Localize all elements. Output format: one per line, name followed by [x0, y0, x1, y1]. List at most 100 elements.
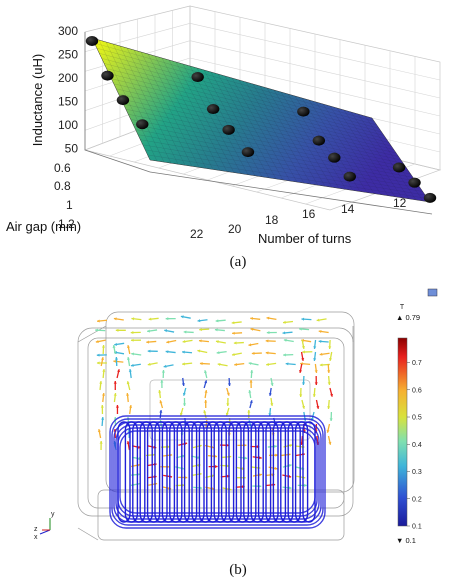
field-arrow: [252, 456, 262, 460]
z-axis-label: Inductance (uH): [30, 54, 45, 147]
field-arrow: [265, 351, 276, 355]
colorbar-unit: T: [400, 304, 405, 311]
field-arrow: [282, 331, 293, 335]
field-arrow: [249, 400, 253, 409]
colorbar-ticks: 0.7 0.6 0.5 0.4 0.3 0.2 0.1: [407, 360, 422, 531]
field-arrow: [327, 399, 331, 410]
field-arrow: [113, 380, 117, 391]
field-arrow: [99, 440, 103, 451]
axis-triad: y z x: [34, 511, 55, 541]
field-arrow: [114, 342, 125, 346]
data-point: [423, 192, 437, 203]
field-arrow: [249, 379, 253, 389]
field-arrow: [329, 351, 333, 361]
field-arrow: [165, 317, 176, 321]
field-arrow: [130, 363, 141, 367]
field-arrow: [101, 416, 105, 427]
field-arrow: [193, 486, 203, 490]
field-arrow: [248, 389, 252, 399]
field-arrow: [95, 339, 106, 344]
x-tick-labels: 22 20 18 16 14 12: [190, 196, 407, 241]
field-arrow: [266, 316, 277, 321]
field-arrow: [182, 387, 187, 396]
field-arrow: [204, 389, 208, 399]
field-arrow: [233, 341, 244, 345]
field-arrow: [314, 363, 318, 374]
field-arrow: [313, 339, 317, 350]
field-arrow: [129, 404, 133, 415]
field-arrow: [126, 441, 131, 451]
field-arrow: [248, 362, 259, 366]
field-arrow: [226, 397, 230, 407]
data-point: [328, 152, 341, 163]
field-arrow: [231, 321, 242, 325]
field-arrow: [126, 392, 130, 403]
colorbar-tick-label: 0.5: [412, 415, 422, 422]
field-arrow: [315, 399, 320, 409]
field-arrow: [319, 352, 330, 356]
field-arrow: [204, 399, 208, 409]
y-tick-label: 1.2: [58, 217, 75, 231]
field-arrow: [182, 339, 193, 344]
coil-loop: [115, 424, 320, 520]
field-arrow: [161, 369, 165, 379]
field-arrow: [215, 319, 226, 323]
field-arrow: [268, 387, 272, 397]
data-points: [85, 35, 437, 203]
coil-loop: [109, 415, 326, 529]
field-arrow: [96, 353, 107, 357]
field-arrow: [282, 320, 294, 324]
field-arrow: [126, 381, 131, 391]
field-arrow: [215, 340, 226, 344]
coil-turn: [161, 421, 176, 523]
field-arrow: [301, 375, 306, 386]
field-arrow: [130, 330, 141, 335]
field-arrow: [217, 362, 228, 367]
data-point: [392, 162, 406, 173]
field-arrow: [216, 350, 227, 355]
field-arrow: [158, 389, 162, 399]
field-arrow: [113, 359, 124, 363]
field-arrow: [250, 327, 261, 332]
coil-turn: [206, 421, 220, 523]
field-arrow: [181, 350, 193, 354]
field-arrow: [101, 344, 106, 355]
field-arrow: [115, 404, 119, 415]
colorbar-tick-label: 0.6: [412, 387, 422, 394]
field-arrow: [208, 464, 218, 469]
field-arrow: [329, 411, 333, 422]
field-arrow: [164, 329, 175, 333]
coil-turn: [280, 421, 294, 523]
window-icon[interactable]: [427, 288, 438, 297]
field-arrow: [99, 380, 103, 391]
field-arrow: [265, 339, 276, 343]
field-arrow: [113, 317, 124, 321]
field-arrow: [231, 352, 242, 357]
y-axis-label: Air gap (mm): [6, 219, 81, 234]
data-point: [101, 70, 114, 81]
field-arrow: [113, 392, 117, 403]
coil-turn: [198, 421, 213, 523]
coil-turn: [294, 421, 309, 523]
y-tick-labels: 0.6 0.8 1 1.2: [54, 161, 75, 231]
field-arrow: [183, 330, 194, 334]
coil-loop: [119, 430, 316, 514]
field-arrow: [182, 362, 193, 366]
field-arrow: [225, 407, 230, 416]
field-arrow: [160, 379, 164, 389]
field-arrow: [165, 350, 176, 354]
field-arrow: [203, 380, 208, 389]
coil-turn: [191, 421, 205, 523]
colorbar-max: ▲ 0.79: [396, 313, 420, 322]
x-tick-label: 22: [190, 227, 204, 241]
coil-turn: [213, 421, 227, 523]
field-arrow: [226, 387, 230, 396]
field-arrow: [252, 473, 263, 477]
coil-loop: [113, 421, 322, 523]
colorbar: T ▲ 0.79 0.7 0.6 0.5 0.4 0.3 0.2 0.1 ▼ 0.1: [396, 304, 422, 545]
coil-turn: [257, 421, 272, 523]
field-arrow: [237, 443, 247, 447]
coil-turn: [176, 421, 190, 523]
coil-loop: [111, 418, 324, 526]
coil-turn: [183, 421, 198, 523]
